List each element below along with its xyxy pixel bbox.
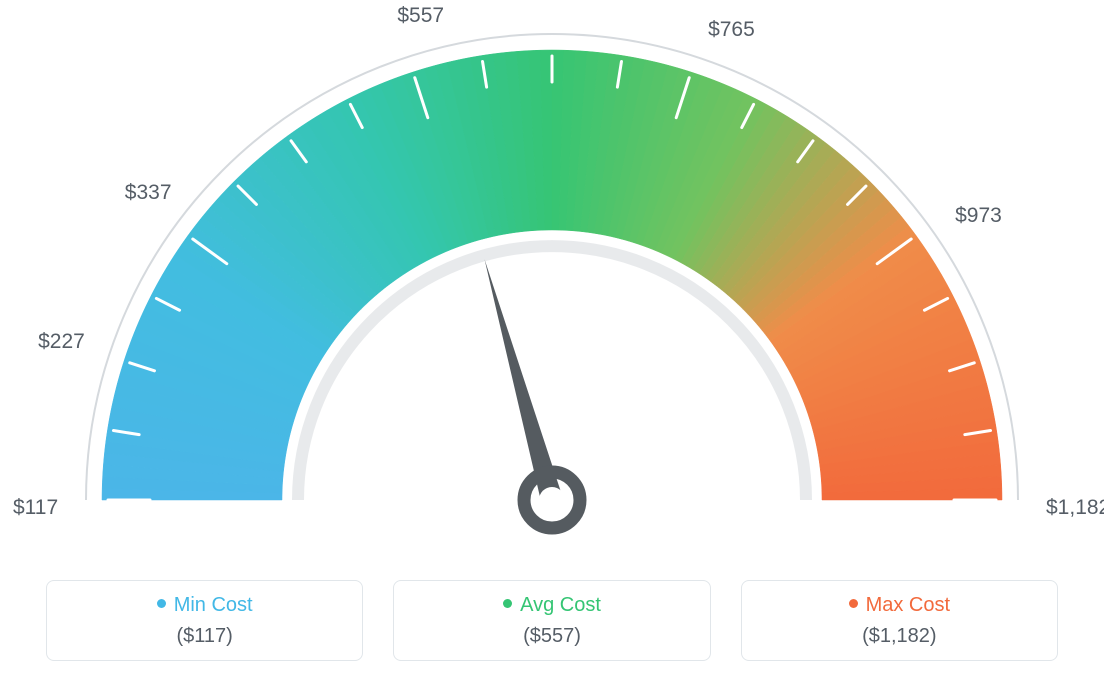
dot-icon (503, 599, 512, 608)
legend-title-text: Min Cost (174, 594, 253, 616)
gauge-scale-label: $765 (708, 18, 755, 42)
cost-gauge-widget: $117 $227 $337 $557 $765 $973 $1,182 Min Cost … (0, 0, 1104, 690)
gauge-scale-label: $227 (38, 330, 85, 354)
gauge-scale-label: $973 (955, 204, 1002, 228)
legend-card-avg: Avg Cost ($557) (393, 580, 710, 661)
legend-card-min: Min Cost ($117) (46, 580, 363, 661)
legend-value-max: ($1,182) (752, 625, 1047, 648)
legend-row: Min Cost ($117) Avg Cost ($557) Max Cost… (46, 580, 1058, 661)
legend-value-avg: ($557) (404, 625, 699, 648)
gauge-area: $117 $227 $337 $557 $765 $973 $1,182 (0, 0, 1104, 560)
dot-icon (157, 599, 166, 608)
gauge-scale-label: $117 (13, 496, 58, 520)
legend-title-avg: Avg Cost (404, 595, 699, 615)
legend-title-max: Max Cost (752, 595, 1047, 615)
gauge-svg (0, 0, 1104, 560)
legend-title-text: Max Cost (866, 594, 950, 616)
legend-title-text: Avg Cost (520, 594, 601, 616)
dot-icon (849, 599, 858, 608)
legend-value-min: ($117) (57, 625, 352, 648)
gauge-scale-label: $337 (125, 181, 172, 205)
gauge-scale-label: $557 (397, 4, 444, 28)
legend-card-max: Max Cost ($1,182) (741, 580, 1058, 661)
gauge-scale-label: $1,182 (1046, 496, 1104, 520)
legend-title-min: Min Cost (57, 595, 352, 615)
